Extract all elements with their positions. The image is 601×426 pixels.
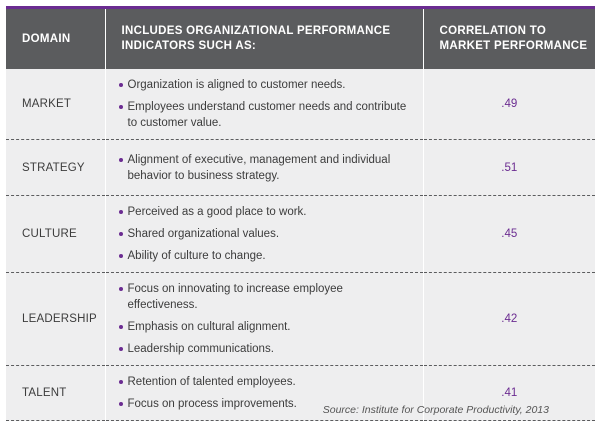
source-note: Source: Institute for Corporate Producti…: [322, 404, 549, 416]
indicators-cell: Organization is aligned to customer need…: [105, 69, 424, 140]
indicators-cell: Alignment of executive, management and i…: [105, 139, 424, 196]
indicator-item: Focus on process improvements.: [118, 396, 413, 412]
correlation-value: .51: [423, 139, 595, 196]
domain-cell: LEADERSHIP: [6, 272, 106, 366]
correlation-value: .45: [423, 195, 595, 273]
indicator-list: Focus on innovating to increase employee…: [118, 281, 413, 357]
indicator-item: Retention of talented employees.: [118, 374, 413, 390]
indicator-item: Leadership communications.: [118, 341, 413, 357]
table-row: CULTURE Perceived as a good place to wor…: [6, 195, 595, 273]
indicator-item: Perceived as a good place to work.: [118, 204, 413, 220]
indicator-item: Employees understand customer needs and …: [118, 99, 413, 131]
header-domain: DOMAIN: [6, 9, 106, 69]
indicator-list: Perceived as a good place to work. Share…: [118, 204, 413, 264]
performance-table: DOMAIN INCLUDES ORGANIZATIONAL PERFORMAN…: [6, 9, 595, 421]
table-row: STRATEGY Alignment of executive, managem…: [6, 139, 595, 196]
indicator-item: Alignment of executive, management and i…: [118, 152, 413, 184]
indicator-item: Shared organizational values.: [118, 226, 413, 242]
correlation-value: .49: [423, 69, 595, 140]
correlation-value: .41: [423, 365, 595, 421]
table-row: MARKET Organization is aligned to custom…: [6, 69, 595, 140]
domain-cell: STRATEGY: [6, 139, 106, 196]
indicator-list: Organization is aligned to customer need…: [118, 77, 413, 131]
domain-cell: CULTURE: [6, 195, 106, 273]
indicator-item: Ability of culture to change.: [118, 248, 413, 264]
accent-rule: [6, 6, 595, 9]
indicators-cell: Retention of talented employees. Focus o…: [105, 365, 424, 421]
domain-cell: TALENT: [6, 365, 106, 421]
indicators-cell: Perceived as a good place to work. Share…: [105, 195, 424, 273]
table-row: TALENT Retention of talented employees. …: [6, 365, 595, 421]
indicator-item: Focus on innovating to increase employee…: [118, 281, 413, 313]
indicator-list: Retention of talented employees. Focus o…: [118, 374, 413, 412]
indicator-list: Alignment of executive, management and i…: [118, 152, 413, 184]
indicators-cell: Focus on innovating to increase employee…: [105, 272, 424, 366]
table-row: LEADERSHIP Focus on innovating to increa…: [6, 272, 595, 366]
domain-cell: MARKET: [6, 69, 106, 140]
header-row: DOMAIN INCLUDES ORGANIZATIONAL PERFORMAN…: [6, 9, 595, 69]
indicator-item: Emphasis on cultural alignment.: [118, 319, 413, 335]
indicator-item: Organization is aligned to customer need…: [118, 77, 413, 93]
correlation-value: .42: [423, 272, 595, 366]
header-indicators: INCLUDES ORGANIZATIONAL PERFORMANCE INDI…: [105, 9, 424, 69]
header-correlation: CORRELATION TO MARKET PERFORMANCE: [423, 9, 595, 69]
